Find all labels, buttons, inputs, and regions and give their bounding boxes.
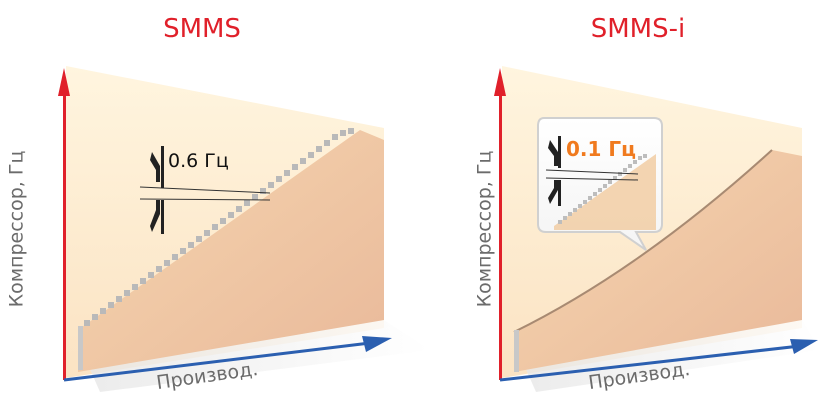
x-axis-arrow-icon <box>790 339 818 354</box>
x-axis <box>63 336 392 382</box>
step-edges <box>78 128 354 370</box>
smms-i-panel: SMMS-i Компрессор, Гц <box>410 0 819 401</box>
smooth-ramp-edge <box>513 149 773 333</box>
x-axis <box>499 339 818 382</box>
smms-panel: SMMS Компрессор, Гц <box>5 14 430 394</box>
zoom-callout <box>537 117 663 251</box>
y-axis-arrow-icon <box>494 68 506 96</box>
step-ramp <box>78 130 384 372</box>
arrow-up-icon <box>150 200 160 232</box>
y-axis-arrow-icon <box>58 68 70 96</box>
panel-title: SMMS-i <box>590 14 686 44</box>
x-axis-arrow-icon <box>362 336 392 352</box>
step-size-marker <box>139 146 271 234</box>
y-axis <box>494 68 506 380</box>
y-axis <box>58 68 70 380</box>
smooth-ramp <box>514 150 802 372</box>
ramp-front-edge <box>514 330 519 372</box>
panel-title: SMMS <box>163 14 241 44</box>
arrow-down-icon <box>548 140 558 166</box>
step-size-label: 0.1 Гц <box>566 137 636 161</box>
smms-i-diagram <box>494 66 819 392</box>
arrow-down-icon <box>150 152 160 182</box>
step-size-label: 0.6 Гц <box>168 150 229 172</box>
smms-diagram <box>58 66 430 392</box>
arrow-up-icon <box>548 180 558 204</box>
